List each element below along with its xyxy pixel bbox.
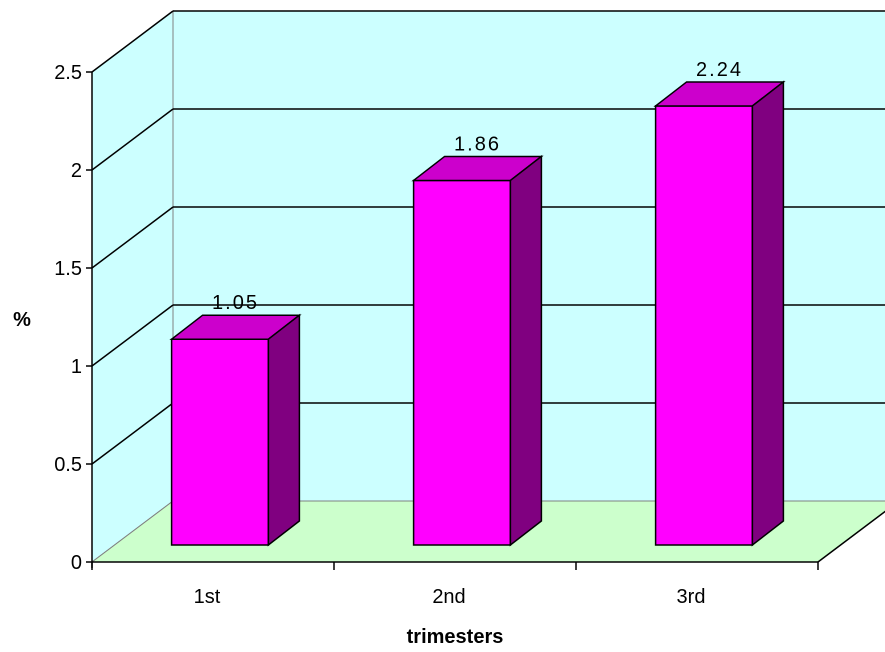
gridline-side [91,402,174,465]
data-label: 1.86 [454,133,501,155]
y-tick-label: 2.5 [54,62,82,84]
bar-side [509,154,543,547]
bar-side [267,313,301,547]
bar-side [751,80,785,547]
gridline-side [91,304,174,367]
gridline-side [91,108,174,171]
x-axis-title: trimesters [407,626,504,648]
x-ticks: 1st 2nd 3rd [91,562,819,608]
y-tick-label: 2 [71,160,82,182]
y-ticks: 0 0.5 1 1.5 2 2.5 [54,62,92,574]
data-label: 2.24 [696,59,743,81]
x-tick-label: 2nd [432,586,465,608]
floor-front-edge [817,510,885,563]
side-wall [91,9,174,564]
data-label: 1.05 [212,292,259,314]
gridline-side [91,10,174,73]
y-tick-label: 1 [71,356,82,378]
bars: 1.05 1.86 2.24 [169,59,786,547]
y-tick-label: 0 [71,552,82,574]
gridline-side [91,206,174,269]
y-axis-title: % [13,309,31,331]
bar-front [654,105,754,546]
bar-front [170,338,270,546]
bar-front [412,179,512,546]
x-tick-label: 1st [194,586,221,608]
axes [91,72,885,568]
x-tick-label: 3rd [677,586,706,608]
y-tick-label: 0.5 [54,454,82,476]
y-tick-label: 1.5 [54,258,82,280]
